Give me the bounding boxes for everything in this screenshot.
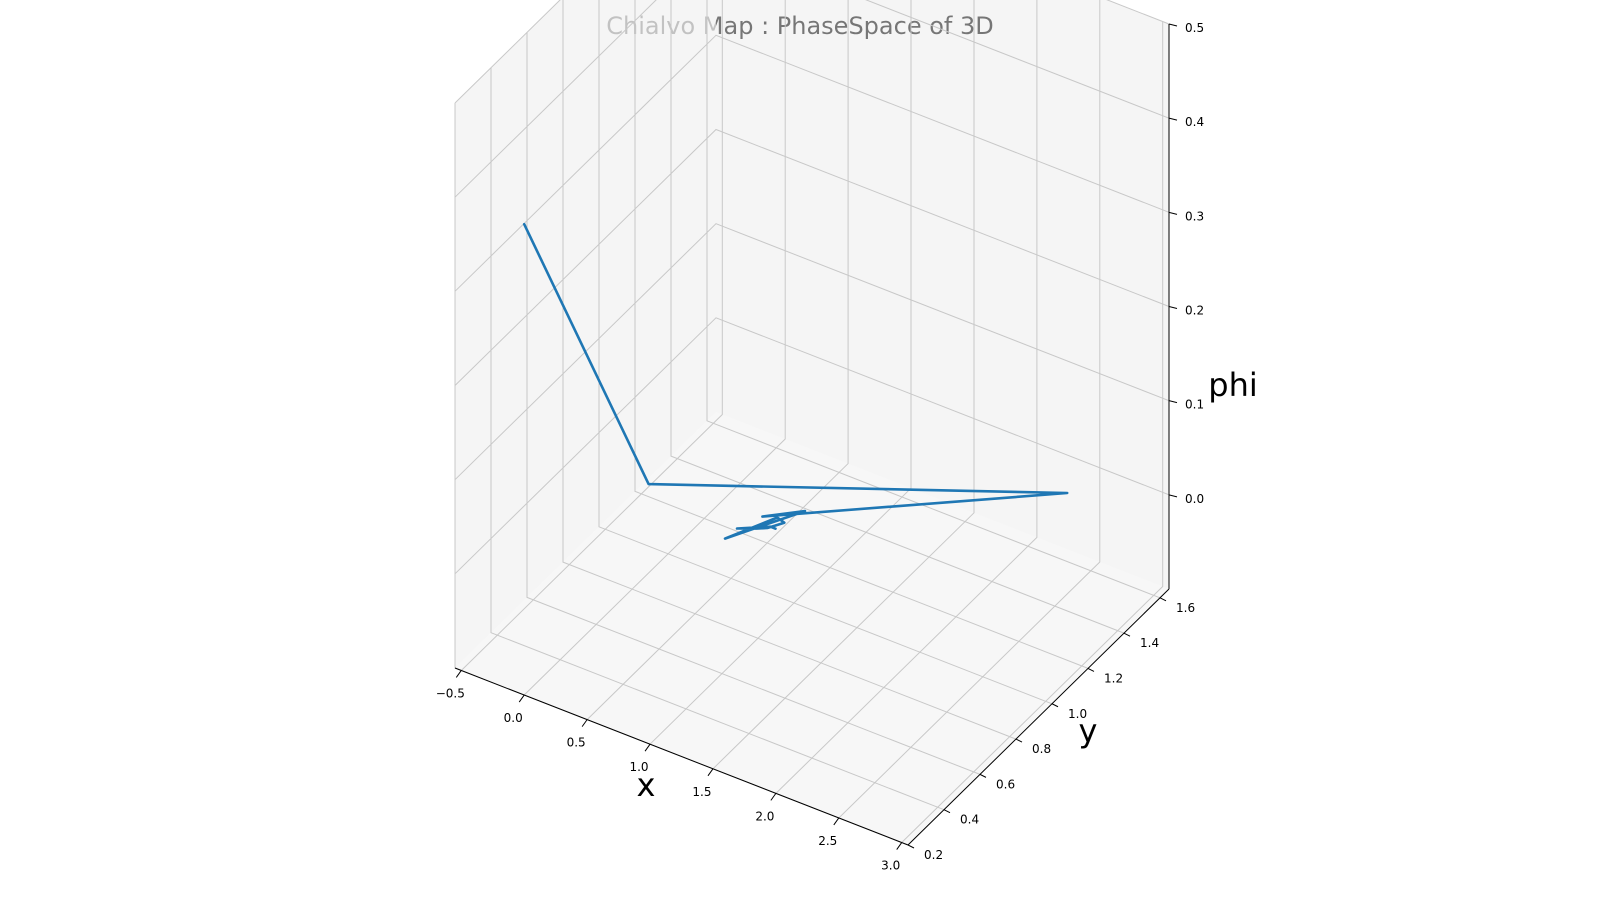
x-tick-label: 1.0 (629, 760, 648, 774)
y-tick-label: 0.4 (960, 813, 979, 827)
y-tick-mark (907, 844, 915, 849)
grid-line-z (454, 128, 1170, 386)
x-tick-mark (518, 694, 525, 703)
grid-lines (454, 0, 1170, 846)
y-tick-label: 1.6 (1176, 601, 1195, 615)
x-tick-mark (707, 768, 714, 777)
x-tick-label: 0.0 (504, 711, 523, 725)
y-tick-label: 0.2 (924, 848, 943, 862)
grid-line-z (454, 223, 1170, 481)
y-tick-mark (943, 809, 951, 814)
pane-back-x (716, 0, 1169, 589)
x-tick-mark (770, 793, 777, 801)
z-tick-label: 0.5 (1185, 21, 1204, 35)
y-tick-mark (1087, 668, 1095, 672)
z-tick-label: 0.0 (1185, 492, 1204, 506)
z-tick-label: 0.4 (1185, 115, 1204, 129)
z-tick-label: 0.1 (1185, 398, 1204, 412)
z-tick-mark (1168, 306, 1178, 309)
y-tick-label: 1.0 (1068, 707, 1087, 721)
y-tick-mark (1051, 703, 1059, 708)
z-tick-mark (1168, 23, 1178, 27)
grid-line-z (454, 34, 1170, 292)
y-tick-mark (1015, 738, 1023, 743)
y-tick-label: 1.4 (1140, 636, 1159, 650)
x-axis-line (454, 667, 909, 846)
z-tick-mark (1168, 400, 1178, 404)
x-axis-label: x (637, 766, 656, 804)
x-tick-label: 3.0 (881, 859, 900, 873)
y-tick-label: 0.8 (1032, 742, 1051, 756)
x-tick-mark (455, 670, 462, 678)
y-tick-mark (1159, 597, 1167, 602)
z-tick-mark (1168, 211, 1178, 215)
x-tick-mark (581, 719, 588, 727)
grid-line-z (454, 0, 1170, 104)
x-tick-label: 1.5 (692, 785, 711, 799)
z-tick-label: 0.3 (1185, 209, 1204, 223)
z-tick-mark (1168, 117, 1178, 121)
trajectory-line (522, 222, 1069, 540)
axis-ticks: −0.5 0.0 0.5 1.0 1.5 2.0 2.5 3.0 0.2 0.4 0.6 0.8 1.0… (436, 21, 1204, 873)
series-group (522, 222, 1069, 540)
x-tick-label: −0.5 (436, 686, 465, 700)
x-tick-label: 2.5 (818, 834, 837, 848)
x-tick-mark (896, 842, 903, 850)
z-axis-label: phi (1208, 366, 1257, 404)
x-tick-mark (833, 817, 840, 826)
y-tick-label: 1.2 (1104, 671, 1123, 685)
y-tick-mark (979, 773, 987, 778)
pane-floor (455, 412, 1169, 845)
x-tick-label: 2.0 (755, 809, 774, 823)
z-tick-mark (1168, 494, 1178, 498)
grid-line-z (454, 0, 1170, 198)
y-axis-label: y (1079, 712, 1098, 750)
x-tick-label: 0.5 (567, 736, 586, 750)
grid-line-z (454, 317, 1170, 575)
y-tick-label: 0.6 (996, 777, 1015, 791)
y-tick-mark (1123, 632, 1131, 637)
y-axis-line (907, 588, 1170, 846)
pane-back-y (455, 0, 716, 668)
x-tick-mark (644, 743, 651, 752)
z-tick-label: 0.2 (1185, 304, 1204, 318)
